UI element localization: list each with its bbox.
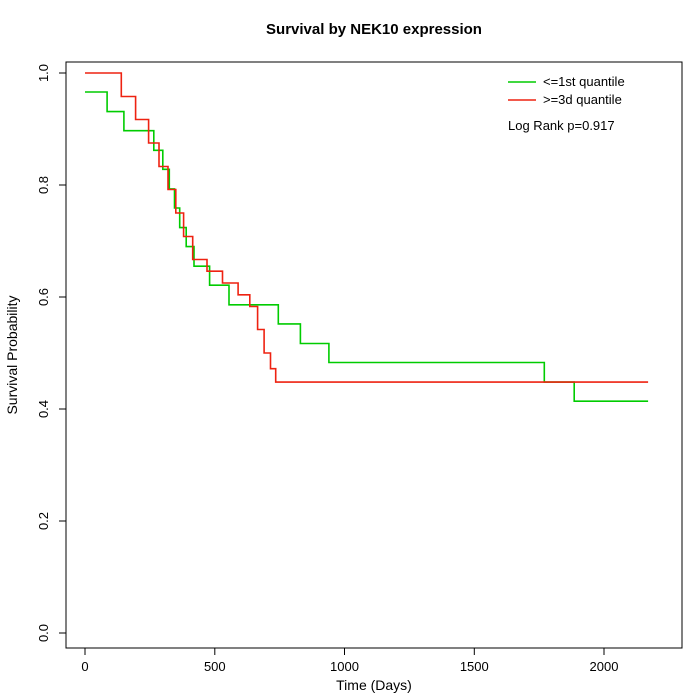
y-tick-label: 0.8 [36,176,51,194]
chart-title: Survival by NEK10 expression [266,21,482,38]
legend: <=1st quantile >=3d quantile Log Rank p=… [508,74,625,133]
y-tick-label: 0.2 [36,512,51,530]
x-tick-label: 500 [204,659,226,674]
logrank-annotation: Log Rank p=0.917 [508,118,615,133]
y-tick-label: 0.4 [36,400,51,418]
y-tick-label: 0.0 [36,624,51,642]
x-axis-label: Time (Days) [336,677,412,693]
y-tick-label: 1.0 [36,64,51,82]
legend-label-high: >=3d quantile [543,92,622,107]
x-tick-label: 0 [81,659,88,674]
plot-border [65,61,683,649]
y-axis-label: Survival Probability [4,295,20,414]
y-tick-label: 0.6 [36,288,51,306]
x-tick-label: 1000 [330,659,359,674]
survival-curve-0 [85,91,649,402]
axis-ticks: 0 500 1000 1500 2000 0.0 0.2 0.4 0.6 0.8 1.0 [36,64,618,674]
legend-label-low: <=1st quantile [543,74,625,89]
x-tick-label: 2000 [590,659,619,674]
survival-curves [85,72,649,402]
survival-curve-1 [85,72,649,383]
x-tick-label: 1500 [460,659,489,674]
